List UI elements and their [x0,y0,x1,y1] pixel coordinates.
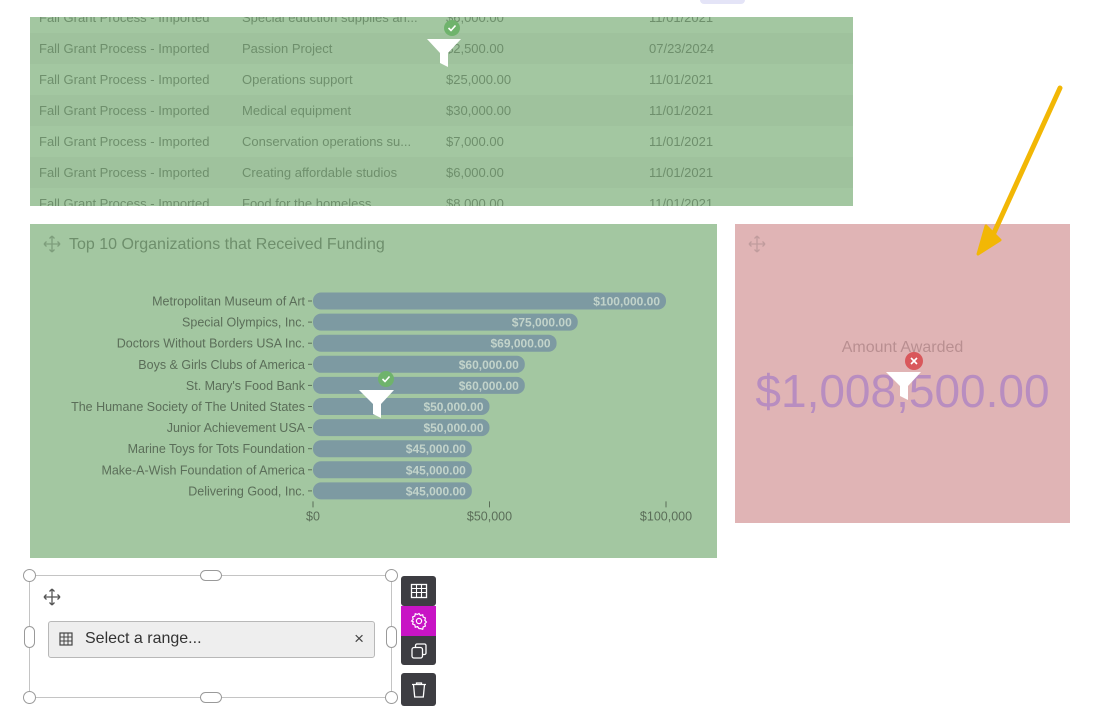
delete-button[interactable] [401,673,436,706]
table-row[interactable]: Fall Grant Process - Imported Conservatio… [30,126,853,157]
copy-icon [410,642,427,659]
value-label: $75,000.00 [512,316,572,330]
bar[interactable] [313,398,490,415]
table-row[interactable]: Fall Grant Process - Imported Creating af… [30,157,853,188]
bar[interactable] [313,292,666,310]
bar-chart: Metropolitan Museum of Art $100,000.00 Spe… [71,292,692,523]
value-label: $45,000.00 [406,442,466,456]
purpose-cell: Medical equipment [242,103,352,118]
bar[interactable] [313,461,472,479]
move-icon[interactable] [43,588,61,606]
resize-handle-top-right[interactable] [385,569,398,582]
purpose-cell: Conservation operations su... [242,134,412,149]
program-cell: Fall Grant Process - Imported [39,196,210,206]
bar[interactable] [313,440,472,458]
annotation-arrow-icon [976,85,1063,256]
date-cell: 11/01/2021 [649,72,714,87]
resize-handle-bottom-left[interactable] [23,691,36,704]
purpose-cell: Passion Project [242,41,333,56]
category-label: Junior Achievement USA [167,421,306,435]
resize-handle-left[interactable] [24,626,35,648]
value-label: $69,000.00 [491,337,551,351]
value-label: $50,000.00 [423,400,483,414]
category-label: St. Mary's Food Bank [186,379,306,393]
settings-button[interactable] [401,606,436,636]
duplicate-button[interactable] [401,636,436,665]
resize-handle-bottom[interactable] [200,692,222,703]
purpose-cell: Creating affordable studios [242,165,398,180]
value-label: $60,000.00 [459,379,519,393]
program-cell: Fall Grant Process - Imported [39,17,210,25]
range-select-placeholder: Select a range... [85,630,202,647]
amount-cell: $25,000.00 [446,72,512,87]
resize-handle-top-left[interactable] [23,569,36,582]
category-label: Make-A-Wish Foundation of America [101,463,305,477]
table-row[interactable]: Fall Grant Process - Imported Medical equ… [30,95,853,126]
amount-cell: $6,000.00 [446,17,504,25]
x-tick-label: $50,000 [467,509,512,523]
trash-icon [411,681,426,698]
program-cell: Fall Grant Process - Imported [39,72,210,87]
date-cell: 11/01/2021 [649,17,714,25]
resize-handle-top[interactable] [200,570,222,581]
clear-icon[interactable]: × [354,629,364,648]
table-row[interactable]: Fall Grant Process - Imported Special edu… [30,17,853,33]
value-label: $45,000.00 [406,463,466,477]
range-select-input[interactable]: Select a range... × [48,621,375,658]
amount-cell: $2,500.00 [446,41,504,56]
range-select-widget[interactable]: Select a range... × [29,575,392,698]
value-label: $50,000.00 [423,421,483,435]
value-label: $45,000.00 [406,484,466,498]
table-grid-icon [59,632,73,646]
date-cell: 07/23/2024 [649,41,715,56]
purpose-cell: Food for the homeless [242,196,372,206]
filter-applied-icon[interactable] [424,17,462,67]
date-cell: 11/01/2021 [649,134,714,149]
move-icon[interactable] [43,235,61,253]
resize-handle-bottom-right[interactable] [385,691,398,704]
program-cell: Fall Grant Process - Imported [39,103,210,118]
amount-cell: $8,000.00 [446,196,504,206]
resize-handle-right[interactable] [386,626,397,648]
bar[interactable] [313,376,525,394]
category-label: Marine Toys for Tots Foundation [128,442,305,456]
category-label: Boys & Girls Clubs of America [138,358,305,372]
chart-title: Top 10 Organizations that Received Fundi… [69,236,385,253]
bar[interactable] [313,355,525,373]
date-cell: 11/01/2021 [649,165,714,180]
category-label: Special Olympics, Inc. [182,316,305,330]
category-label: Doctors Without Borders USA Inc. [117,337,305,351]
table-row[interactable]: Fall Grant Process - Imported Food for th… [30,188,853,206]
filter-applied-icon[interactable] [357,368,395,418]
bar[interactable] [313,482,472,500]
value-label: $60,000.00 [459,358,519,372]
move-icon[interactable] [748,235,766,253]
category-label: The Humane Society of The United States [71,400,305,414]
kpi-label: Amount Awarded [841,339,964,356]
purpose-cell: Special eduction supplies an... [242,17,418,25]
table-view-button[interactable] [401,576,436,606]
amount-cell: $30,000.00 [446,103,512,118]
bar[interactable] [313,419,490,437]
hidden-tab-edge [700,0,745,4]
date-cell: 11/01/2021 [649,196,714,206]
table-row[interactable]: Fall Grant Process - Imported Operations … [30,64,853,95]
x-tick-label: $0 [306,509,320,523]
purpose-cell: Operations support [242,72,353,87]
program-cell: Fall Grant Process - Imported [39,41,210,56]
category-label: Metropolitan Museum of Art [152,295,305,309]
bar[interactable] [313,334,557,352]
program-cell: Fall Grant Process - Imported [39,165,210,180]
x-tick-label: $100,000 [640,509,692,523]
gear-icon [410,612,427,630]
bar[interactable] [313,313,578,331]
date-cell: 11/01/2021 [649,103,714,118]
value-label: $100,000.00 [593,295,660,309]
program-cell: Fall Grant Process - Imported [39,134,210,149]
category-label: Delivering Good, Inc. [188,484,305,498]
amount-cell: $6,000.00 [446,165,504,180]
table-grid-icon [410,583,427,599]
filter-error-icon[interactable] [884,350,923,400]
amount-cell: $7,000.00 [446,134,504,149]
